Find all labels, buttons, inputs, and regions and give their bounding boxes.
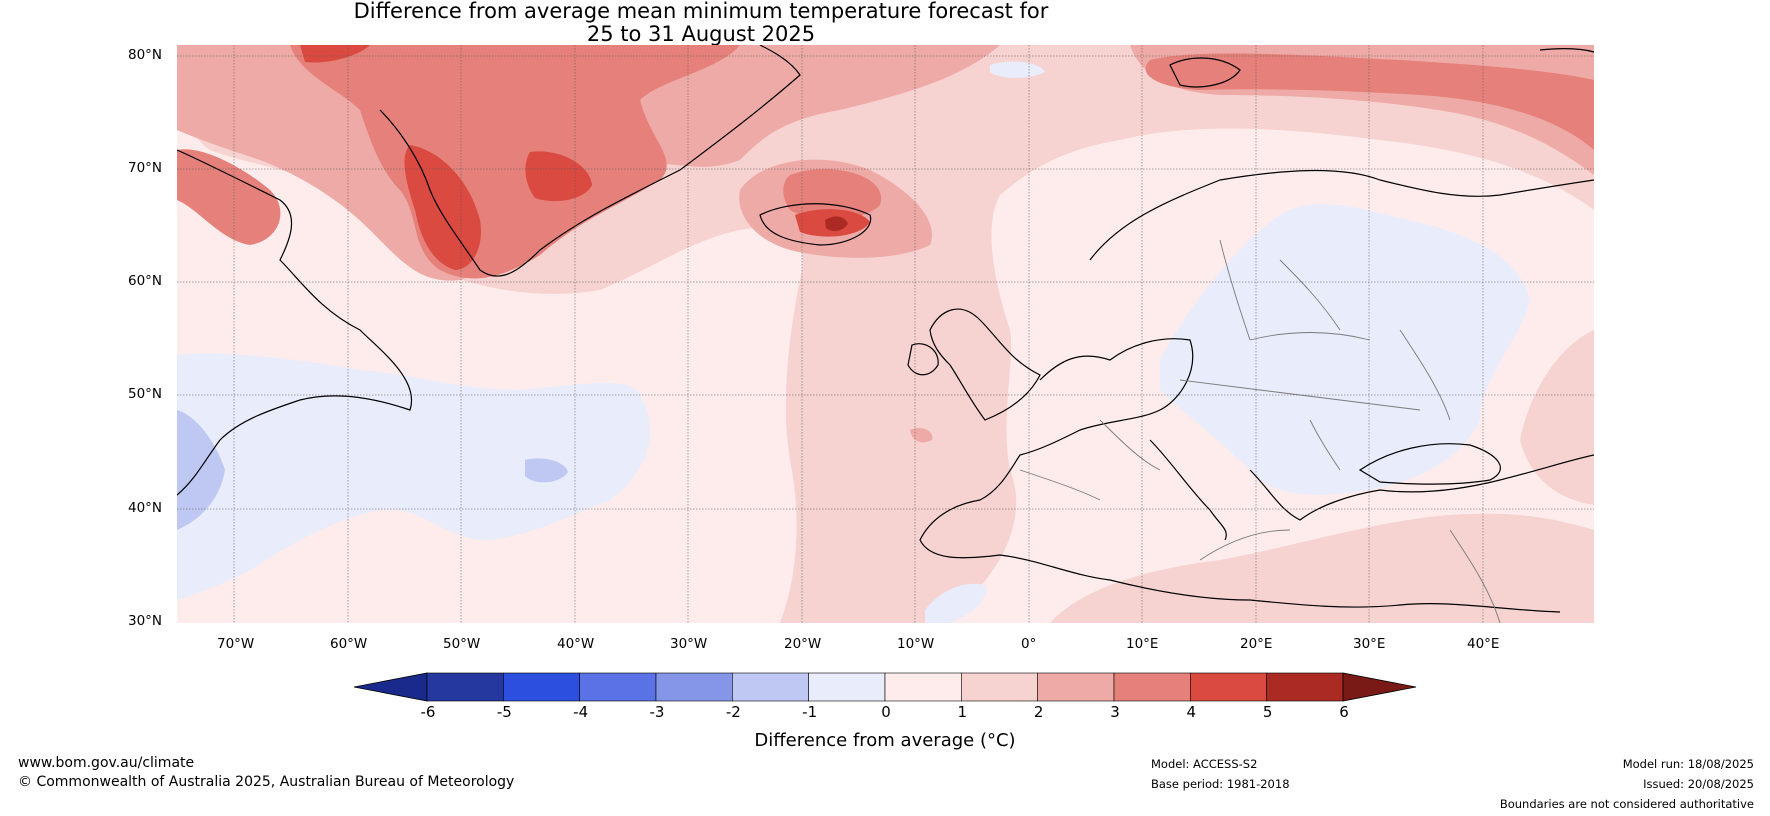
anomaly-region-4to5-north xyxy=(300,45,370,63)
canada-coast xyxy=(177,149,413,496)
anomaly-region-3to4-iceland xyxy=(783,169,882,220)
lon-label-70w: 70°W xyxy=(217,636,255,652)
anomaly-region-neg1to0-atlantic xyxy=(177,353,650,600)
colorbar-segment-11 xyxy=(1266,672,1344,702)
anomaly-region-neg1to0-arctic xyxy=(990,61,1045,78)
colorbar-segment-4 xyxy=(732,672,809,702)
europe-coast xyxy=(919,338,1561,613)
anomaly-region-3to4-west xyxy=(177,149,281,245)
britain-coast xyxy=(929,308,1041,421)
lat-label-30n: 30°N xyxy=(128,613,163,629)
anomaly-region-3to4 xyxy=(290,45,740,279)
italy-coast xyxy=(1149,439,1227,541)
lon-label-30e: 30°E xyxy=(1353,636,1386,652)
colorbar xyxy=(353,672,1417,702)
anomaly-region-2to3-iberia xyxy=(910,428,933,443)
svalbard-coast xyxy=(1169,57,1241,88)
anomaly-region-4to5-core xyxy=(525,151,592,202)
colorbar-segment-3 xyxy=(655,672,733,702)
lon-label-10e: 10°E xyxy=(1126,636,1159,652)
footer-base-period: Base period: 1981-2018 xyxy=(1151,777,1290,791)
colorbar-tick-label-6: 0 xyxy=(881,703,891,721)
colorbar-tick-label-4: -2 xyxy=(725,703,741,721)
arctic-coast-ne xyxy=(1539,48,1594,53)
lon-label-10w: 10°W xyxy=(897,636,935,652)
colorbar-tick-label-3: -3 xyxy=(649,703,665,721)
lon-label-40w: 40°W xyxy=(557,636,595,652)
lon-label-30w: 30°W xyxy=(670,636,708,652)
lat-label-70n: 70°N xyxy=(128,160,163,176)
colorbar-over-arrow xyxy=(1342,672,1417,702)
colorbar-label: Difference from average (°C) xyxy=(754,730,1016,751)
map-layers xyxy=(177,45,1594,623)
colorbar-tick-label-11: 5 xyxy=(1262,703,1273,721)
colorbar-segment-10 xyxy=(1190,672,1267,702)
blacksea-coast xyxy=(1358,443,1501,485)
colorbar-under-arrow xyxy=(353,672,428,702)
lat-label-80n: 80°N xyxy=(128,47,163,63)
colorbar-segment-7 xyxy=(961,672,1038,702)
graticule xyxy=(177,45,1594,623)
colorbar-tick-label-9: 3 xyxy=(1110,703,1120,721)
lon-label-20w: 20°W xyxy=(784,636,822,652)
colorbar-tick-label-12: 6 xyxy=(1339,703,1349,721)
scandinavia-coast xyxy=(1089,169,1594,261)
lon-label-40e: 40°E xyxy=(1467,636,1500,652)
footer-model: Model: ACCESS-S2 xyxy=(1151,757,1258,771)
lon-label-20e: 20°E xyxy=(1240,636,1273,652)
lon-label-60w: 60°W xyxy=(330,636,368,652)
anomaly-region-1to2-east xyxy=(1520,330,1594,505)
title-line-1: Difference from average mean minimum tem… xyxy=(353,0,1049,23)
lat-label-40n: 40°N xyxy=(128,500,163,516)
colorbar-tick-label-0: -6 xyxy=(420,703,436,721)
country-borders xyxy=(1019,239,1501,623)
anomaly-region-neg2tom1-coast xyxy=(177,410,225,530)
colorbar-segment-9 xyxy=(1113,672,1191,702)
colorbar-segment-0 xyxy=(426,672,504,702)
colorbar-segment-6 xyxy=(884,672,962,702)
footer-model-run: Model run: 18/08/2025 xyxy=(1622,757,1754,771)
anomaly-region-neg2tom1-atlantic xyxy=(525,458,568,483)
colorbar-segment-5 xyxy=(808,672,886,702)
colorbar-tick-label-10: 4 xyxy=(1186,703,1197,721)
footer-copyright: © Commonwealth of Australia 2025, Austra… xyxy=(18,774,515,790)
anomaly-region-neg1to0-europe xyxy=(1160,204,1530,495)
lon-label-0: 0° xyxy=(1021,636,1037,652)
anomaly-region-neg1to0-africa xyxy=(925,583,986,623)
anomaly-region-4to5 xyxy=(404,145,481,270)
lon-label-50w: 50°W xyxy=(443,636,481,652)
colorbar-segment-8 xyxy=(1037,672,1115,702)
footer-issued: Issued: 20/08/2025 xyxy=(1643,777,1754,791)
greenland-coast xyxy=(379,45,801,277)
anomaly-region-3to4-ne xyxy=(1145,53,1594,151)
colorbar-tick-label-7: 1 xyxy=(957,703,968,721)
iceland-coast xyxy=(759,203,872,246)
colorbar-tick-label-2: -4 xyxy=(573,703,589,721)
lat-label-50n: 50°N xyxy=(128,386,163,402)
footer-website[interactable]: www.bom.gov.au/climate xyxy=(18,755,195,771)
colorbar-segment-1 xyxy=(503,672,580,702)
chart-title: Difference from average mean minimum tem… xyxy=(0,0,1402,46)
anomaly-region-5to6-iceland xyxy=(825,216,848,232)
lat-label-60n: 60°N xyxy=(128,273,163,289)
title-line-2: 25 to 31 August 2025 xyxy=(586,22,816,46)
colorbar-segment-2 xyxy=(579,672,657,702)
colorbar-tick-label-1: -5 xyxy=(496,703,512,721)
ireland-coast xyxy=(907,343,939,376)
footer-disclaimer: Boundaries are not considered authoritat… xyxy=(1499,797,1754,811)
coastlines xyxy=(177,45,1594,613)
greece-turkey-coast xyxy=(1249,454,1594,521)
colorbar-tick-label-8: 2 xyxy=(1033,703,1044,721)
colorbar-tick-label-5: -1 xyxy=(802,703,818,721)
